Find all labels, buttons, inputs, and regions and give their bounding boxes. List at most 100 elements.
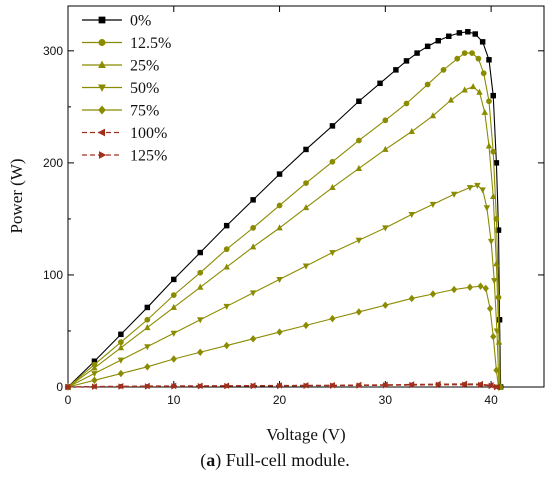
data-point <box>276 328 283 336</box>
data-point <box>446 33 452 39</box>
data-point <box>250 335 257 343</box>
data-point <box>197 348 204 356</box>
data-point <box>91 383 99 390</box>
figure-caption: (a) Full-cell module. <box>200 450 350 470</box>
data-point <box>276 276 283 284</box>
data-point <box>144 304 151 311</box>
data-point <box>250 197 256 203</box>
data-point <box>462 381 469 388</box>
legend-label: 25% <box>130 58 159 75</box>
data-point <box>144 383 151 390</box>
data-point <box>277 382 284 390</box>
data-point <box>382 382 389 389</box>
data-point <box>408 294 415 303</box>
data-point <box>429 112 437 119</box>
legend-marker <box>98 60 106 69</box>
data-point <box>303 382 310 389</box>
x-tick-label: 20 <box>273 393 287 407</box>
data-point <box>382 301 389 309</box>
data-point <box>303 146 309 153</box>
data-point <box>493 366 500 374</box>
legend-label: 12.5% <box>130 35 171 52</box>
legend-marker <box>98 38 106 47</box>
series-2 <box>64 83 504 390</box>
data-point <box>493 328 501 335</box>
y-tick-label: 100 <box>43 268 63 282</box>
data-point <box>414 50 420 56</box>
data-point <box>486 57 492 63</box>
series-4 <box>64 282 502 391</box>
data-point <box>490 192 497 199</box>
legend-label: 75% <box>130 103 159 120</box>
y-tick-label: 200 <box>43 156 63 170</box>
data-point <box>224 382 231 390</box>
data-point <box>144 344 151 351</box>
data-point <box>408 127 415 134</box>
data-point <box>454 55 461 62</box>
data-point <box>329 183 336 190</box>
data-point <box>223 263 230 270</box>
data-point <box>409 381 416 389</box>
data-point <box>91 371 98 378</box>
data-point <box>483 205 491 212</box>
data-point <box>472 31 478 37</box>
data-point <box>496 317 503 323</box>
data-point <box>461 86 468 93</box>
data-point <box>485 142 493 149</box>
data-point <box>495 227 502 233</box>
data-point <box>250 382 257 390</box>
caption-text: Full-cell module. <box>225 450 350 470</box>
data-point <box>329 123 336 129</box>
legend-marker <box>97 128 106 137</box>
data-point <box>466 185 474 192</box>
data-point <box>65 383 72 391</box>
data-point <box>170 303 177 310</box>
data-point <box>493 260 500 267</box>
data-point <box>223 246 230 253</box>
data-point <box>456 30 463 36</box>
data-point <box>495 294 502 301</box>
data-point <box>479 187 486 194</box>
legend-label: 125% <box>130 148 167 165</box>
data-point <box>303 180 309 186</box>
data-point <box>469 50 475 56</box>
data-point <box>329 314 336 323</box>
data-point <box>302 204 310 211</box>
data-point <box>223 222 230 229</box>
data-point <box>223 341 230 350</box>
data-point <box>276 202 283 209</box>
data-point <box>144 323 151 331</box>
data-point <box>223 303 230 310</box>
data-point <box>91 376 98 384</box>
series-3 <box>64 182 503 391</box>
series-5 <box>64 380 500 391</box>
data-point <box>478 381 485 389</box>
data-point <box>486 304 494 313</box>
data-point <box>440 67 447 73</box>
data-point <box>429 201 437 208</box>
data-point <box>197 269 204 276</box>
data-point <box>197 249 203 256</box>
data-point <box>118 339 124 346</box>
data-point <box>490 332 497 341</box>
data-point <box>355 308 362 316</box>
series-layer <box>64 29 504 391</box>
legend-marker <box>98 151 107 159</box>
data-point <box>490 92 496 99</box>
data-point <box>477 282 484 290</box>
data-point <box>429 290 437 298</box>
data-point <box>493 160 500 166</box>
data-point <box>250 225 256 231</box>
data-point <box>144 363 151 371</box>
data-point <box>447 96 455 103</box>
data-point <box>403 100 410 107</box>
data-point <box>403 58 410 64</box>
data-point <box>355 237 363 244</box>
data-point <box>276 171 283 177</box>
data-point <box>435 381 442 389</box>
data-point <box>329 250 336 257</box>
data-point <box>302 263 310 270</box>
data-point <box>469 83 477 90</box>
data-point <box>91 364 98 371</box>
data-point <box>481 108 488 115</box>
